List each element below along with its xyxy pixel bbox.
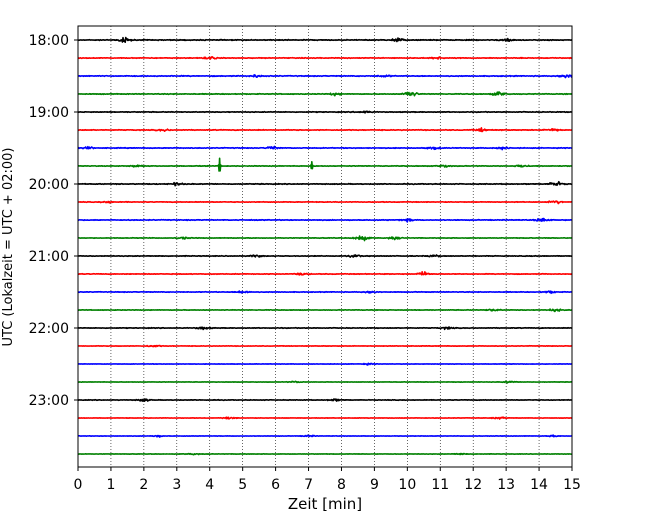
trace-1815 <box>77 56 573 60</box>
trace-2330 <box>77 434 573 438</box>
x-tick-label: 10 <box>398 477 416 493</box>
trace-2115 <box>77 271 573 276</box>
trace-2000 <box>77 180 573 187</box>
x-tick-label: 3 <box>172 477 181 493</box>
x-tick-label: 5 <box>238 477 247 493</box>
trace-1845 <box>77 91 573 97</box>
y-tick-label: 20:00 <box>29 177 69 193</box>
x-axis-title: Zeit [min] <box>288 495 362 513</box>
trace-1915 <box>77 127 573 133</box>
y-tick-label: 22:00 <box>29 321 69 337</box>
trace-1930 <box>77 145 573 151</box>
trace-2100 <box>77 254 573 258</box>
trace-2045 <box>77 235 573 242</box>
trace-2030 <box>77 217 573 223</box>
trace-2015 <box>77 200 573 205</box>
y-tick-label: 23:00 <box>29 393 69 409</box>
trace-2300 <box>77 398 573 402</box>
plot-frame <box>77 25 573 468</box>
trace-1830 <box>77 74 573 79</box>
trace-1945 <box>77 157 573 172</box>
trace-2215 <box>77 344 573 348</box>
x-tick-label: 1 <box>106 477 115 493</box>
x-tick-label: 2 <box>139 477 148 493</box>
x-tick-label: 13 <box>497 477 515 493</box>
x-tick-label: 0 <box>74 477 83 493</box>
y-axis: 18:00 19:00 20:00 21:00 22:00 23:00 <box>29 33 78 409</box>
x-tick-label: 14 <box>530 477 548 493</box>
x-tick-label: 12 <box>464 477 482 493</box>
trace-2130 <box>77 290 573 295</box>
seismic-traces <box>77 36 573 456</box>
trace-2315 <box>77 416 573 420</box>
trace-2200 <box>77 326 573 331</box>
y-tick-label: 19:00 <box>29 105 69 121</box>
trace-2245 <box>77 380 573 384</box>
x-tick-label: 11 <box>431 477 449 493</box>
trace-1900 <box>77 110 573 114</box>
x-tick-label: 6 <box>271 477 280 493</box>
x-tick-label: 4 <box>205 477 214 493</box>
x-tick-label: 7 <box>304 477 313 493</box>
trace-2345 <box>77 452 573 456</box>
x-tick-label: 8 <box>337 477 346 493</box>
x-axis: 0 1 2 3 4 5 6 7 8 9 10 11 12 13 14 15 <box>74 467 581 493</box>
x-tick-label: 9 <box>370 477 379 493</box>
x-tick-label: 15 <box>563 477 581 493</box>
y-axis-title: UTC (Lokalzeit = UTC + 02:00) <box>1 148 16 347</box>
y-tick-label: 18:00 <box>29 33 69 49</box>
trace-2230 <box>77 362 573 366</box>
trace-1800 <box>77 36 573 44</box>
trace-2145 <box>77 308 573 313</box>
y-tick-label: 21:00 <box>29 249 69 265</box>
